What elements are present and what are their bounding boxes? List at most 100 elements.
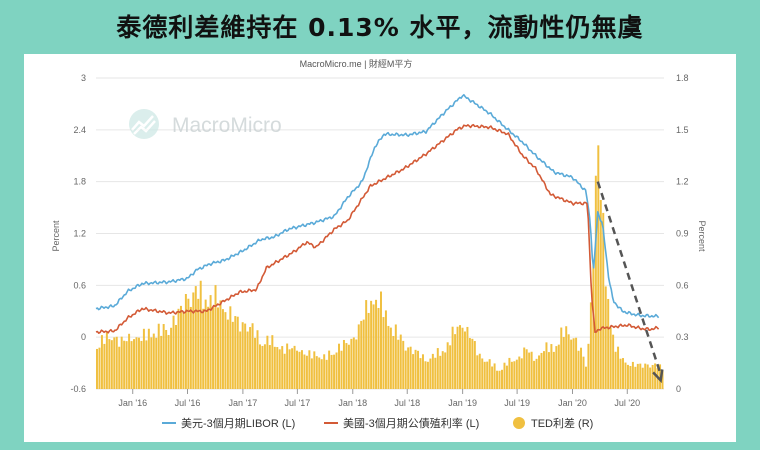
ted-bar [609, 327, 612, 389]
ted-bar [463, 331, 466, 389]
ted-bar [281, 346, 284, 389]
legend-swatch [513, 417, 525, 429]
ted-bar [587, 343, 590, 389]
ted-bar [461, 327, 464, 389]
ted-bar [217, 307, 219, 389]
right-tick-label: 0.6 [676, 280, 689, 290]
ted-bar [296, 350, 299, 389]
left-tick-label: 0.6 [73, 280, 86, 290]
ted-bar [567, 334, 570, 389]
ted-bar [175, 324, 178, 389]
ted-bar [130, 341, 133, 389]
ted-bar [466, 326, 469, 389]
ted-bar [488, 359, 491, 389]
watermark: MacroMicro [129, 109, 282, 139]
ted-bar [449, 345, 452, 389]
legend-item[interactable]: 美元-3個月期LIBOR (L) [162, 417, 295, 430]
ted-bar [589, 302, 592, 389]
ted-bar [226, 319, 229, 389]
ted-bar [333, 354, 336, 389]
ted-bar [503, 362, 506, 389]
ted-bar [162, 324, 165, 389]
ted-bar [478, 353, 481, 389]
ted-bar [649, 367, 652, 389]
left-axis-label: Percent [51, 220, 61, 252]
ted-bar [207, 306, 210, 389]
ted-bar [375, 299, 378, 389]
ted-bar [155, 337, 158, 389]
ted-bar [501, 369, 503, 389]
ted-bar [434, 357, 437, 389]
ted-bar [481, 358, 484, 389]
ted-bar [187, 298, 190, 389]
ted-bar [276, 347, 279, 389]
ted-bar [194, 286, 197, 389]
ted-bar [214, 285, 217, 389]
ted-bar [540, 352, 543, 389]
ted-bar [268, 345, 271, 389]
ted-bar [436, 348, 439, 389]
right-tick-label: 0.3 [676, 332, 689, 342]
series-line [95, 93, 660, 319]
ted-bar [646, 364, 649, 389]
ted-bar [133, 339, 136, 389]
ted-bar [397, 339, 400, 389]
ted-bar [261, 345, 264, 389]
x-tick-label: Jan '18 [338, 398, 367, 408]
ted-bar [612, 334, 615, 389]
legend-item[interactable]: 美國-3個月期公債殖利率 (L) [324, 416, 479, 430]
ted-bar [424, 361, 427, 389]
ted-bar [592, 261, 595, 389]
ted-bar [580, 347, 583, 389]
banner-title: 泰德利差維持在 0.13% 水平，流動性仍無虞 [116, 13, 644, 42]
ted-bar [629, 366, 632, 389]
ted-bar [229, 306, 232, 389]
ted-bar [394, 324, 397, 389]
x-tick-label: Jan '17 [229, 398, 258, 408]
ted-bar [617, 346, 620, 389]
ted-bar [150, 337, 153, 389]
ted-bar [160, 335, 163, 389]
ted-bar [315, 356, 318, 389]
ted-bar [362, 319, 365, 389]
ted-bar [505, 365, 508, 389]
legend-label: TED利差 (R) [531, 416, 593, 430]
ted-bar [115, 336, 118, 389]
ted-bar [318, 357, 321, 389]
libor-line [95, 93, 660, 319]
ted-bar [125, 341, 128, 389]
ted-bar [244, 323, 247, 389]
x-tick-label: Jul '16 [175, 398, 201, 408]
ted-bar [177, 308, 180, 389]
ted-bar [622, 358, 624, 389]
ted-bar [429, 358, 432, 389]
ted-bar [231, 321, 234, 389]
ted-bar [123, 340, 126, 389]
ted-bar [560, 327, 563, 389]
ted-bar [212, 307, 215, 389]
ted-bar [402, 340, 405, 389]
ted-bar [624, 362, 627, 389]
ted-bar [525, 349, 528, 389]
ted-bar [498, 370, 501, 389]
legend-item[interactable]: TED利差 (R) [513, 416, 593, 430]
ted-bar [145, 340, 148, 389]
x-tick-label: Jul '20 [614, 398, 640, 408]
ted-bar [459, 325, 462, 389]
ted-bar [152, 333, 155, 389]
ted-bar [597, 145, 600, 389]
ted-bar [113, 337, 116, 389]
ted-bar [266, 335, 269, 389]
ted-bar [251, 323, 254, 389]
ted-bar [103, 343, 106, 389]
ted-bar [468, 338, 471, 389]
ted-bar [636, 363, 639, 389]
ted-bar [584, 366, 587, 389]
ted-bar [523, 347, 526, 389]
left-tick-label: 2.4 [73, 125, 86, 135]
ted-bar [483, 361, 486, 389]
left-axis-ticks: -0.6 0 0.6 1.2 1.8 2.4 3 [70, 73, 86, 394]
x-tick-label: Jul '17 [285, 398, 311, 408]
legend: 美元-3個月期LIBOR (L) 美國-3個月期公債殖利率 (L) TED利差 (R… [162, 416, 593, 430]
ted-bar [350, 338, 353, 389]
